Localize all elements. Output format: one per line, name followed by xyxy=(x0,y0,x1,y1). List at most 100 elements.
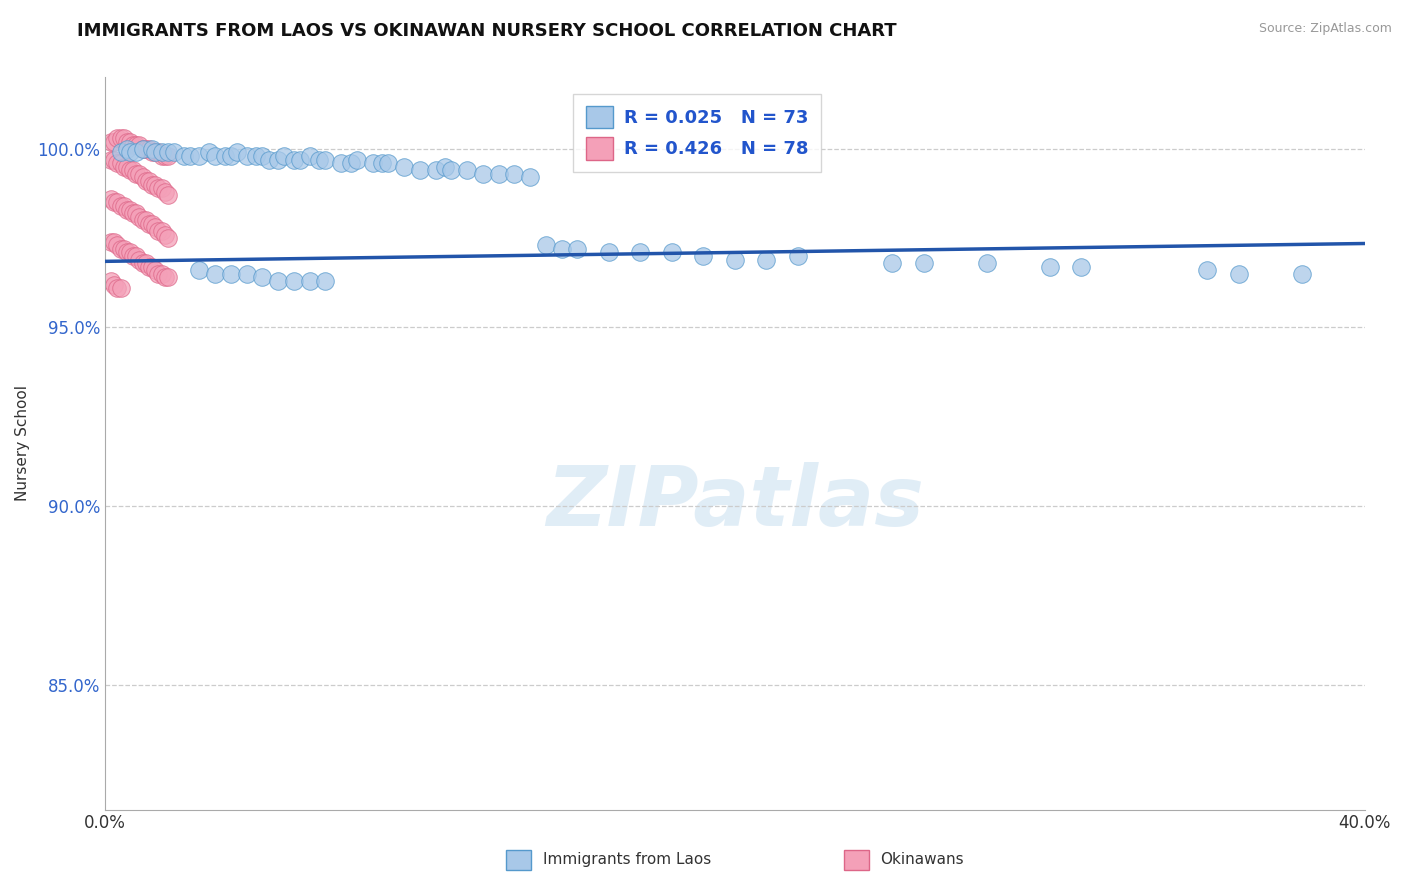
Point xyxy=(112,131,135,145)
Point xyxy=(138,142,160,156)
Point xyxy=(118,145,141,160)
Point xyxy=(122,163,145,178)
Point xyxy=(110,156,132,170)
Point xyxy=(724,252,747,267)
Y-axis label: Nursery School: Nursery School xyxy=(15,385,30,501)
Point xyxy=(188,263,211,277)
Legend: R = 0.025   N = 73, R = 0.426   N = 78: R = 0.025 N = 73, R = 0.426 N = 78 xyxy=(574,94,821,172)
Point xyxy=(156,270,179,285)
Point xyxy=(107,156,129,170)
Point xyxy=(245,149,267,163)
Point xyxy=(1039,260,1062,274)
Point xyxy=(135,174,157,188)
Point xyxy=(156,145,179,160)
Point xyxy=(125,167,148,181)
Point xyxy=(314,274,336,288)
Point xyxy=(425,163,447,178)
Point xyxy=(103,277,125,292)
Point xyxy=(371,156,394,170)
Point xyxy=(107,195,129,210)
Text: Immigrants from Laos: Immigrants from Laos xyxy=(543,853,711,867)
Point xyxy=(110,145,132,160)
Point xyxy=(128,167,150,181)
Point xyxy=(434,160,457,174)
Point xyxy=(100,192,122,206)
Point xyxy=(122,206,145,220)
Point xyxy=(330,156,353,170)
Point xyxy=(110,131,132,145)
Point xyxy=(115,142,138,156)
Point xyxy=(138,174,160,188)
Point xyxy=(567,242,589,256)
Point xyxy=(1227,267,1250,281)
Point xyxy=(550,242,572,256)
Point xyxy=(392,160,415,174)
Point xyxy=(100,235,122,249)
Point xyxy=(156,149,179,163)
Point xyxy=(150,224,173,238)
Point xyxy=(107,238,129,252)
Point xyxy=(143,220,166,235)
Point xyxy=(377,156,399,170)
Point xyxy=(115,160,138,174)
Point xyxy=(143,145,166,160)
Point xyxy=(361,156,384,170)
Point xyxy=(141,145,163,160)
Point xyxy=(141,178,163,192)
Point xyxy=(755,252,778,267)
Point xyxy=(214,149,236,163)
Point xyxy=(148,181,170,195)
Point xyxy=(122,138,145,153)
Point xyxy=(131,142,153,156)
Point xyxy=(148,224,170,238)
Point xyxy=(135,213,157,227)
Point xyxy=(288,153,311,167)
Point xyxy=(128,210,150,224)
Point xyxy=(456,163,478,178)
Point xyxy=(519,170,541,185)
Point xyxy=(115,135,138,149)
Point xyxy=(409,163,432,178)
Point xyxy=(257,153,280,167)
Point xyxy=(156,188,179,202)
Point xyxy=(298,149,321,163)
Text: Okinawans: Okinawans xyxy=(880,853,963,867)
Point xyxy=(135,256,157,270)
Point xyxy=(141,217,163,231)
Point xyxy=(141,142,163,156)
Point xyxy=(138,260,160,274)
Point xyxy=(267,153,290,167)
Point xyxy=(204,149,226,163)
Point xyxy=(153,149,176,163)
Point xyxy=(252,149,274,163)
Point xyxy=(125,206,148,220)
Point xyxy=(131,213,153,227)
Point xyxy=(103,235,125,249)
Point xyxy=(128,252,150,267)
Point xyxy=(471,167,494,181)
Point xyxy=(598,245,620,260)
Point xyxy=(692,249,714,263)
Point xyxy=(308,153,330,167)
Point xyxy=(110,242,132,256)
Point xyxy=(112,199,135,213)
Point xyxy=(118,163,141,178)
Point xyxy=(141,260,163,274)
Point xyxy=(628,245,651,260)
Point xyxy=(128,138,150,153)
Point xyxy=(118,245,141,260)
Point xyxy=(314,153,336,167)
Point xyxy=(112,160,135,174)
Text: IMMIGRANTS FROM LAOS VS OKINAWAN NURSERY SCHOOL CORRELATION CHART: IMMIGRANTS FROM LAOS VS OKINAWAN NURSERY… xyxy=(77,22,897,40)
Point xyxy=(204,267,226,281)
Point xyxy=(100,274,122,288)
Point xyxy=(534,238,557,252)
Point xyxy=(1291,267,1313,281)
Point xyxy=(283,153,305,167)
Point xyxy=(346,153,368,167)
Point xyxy=(298,274,321,288)
Point xyxy=(339,156,361,170)
Point xyxy=(131,170,153,185)
Point xyxy=(786,249,808,263)
Point xyxy=(148,145,170,160)
